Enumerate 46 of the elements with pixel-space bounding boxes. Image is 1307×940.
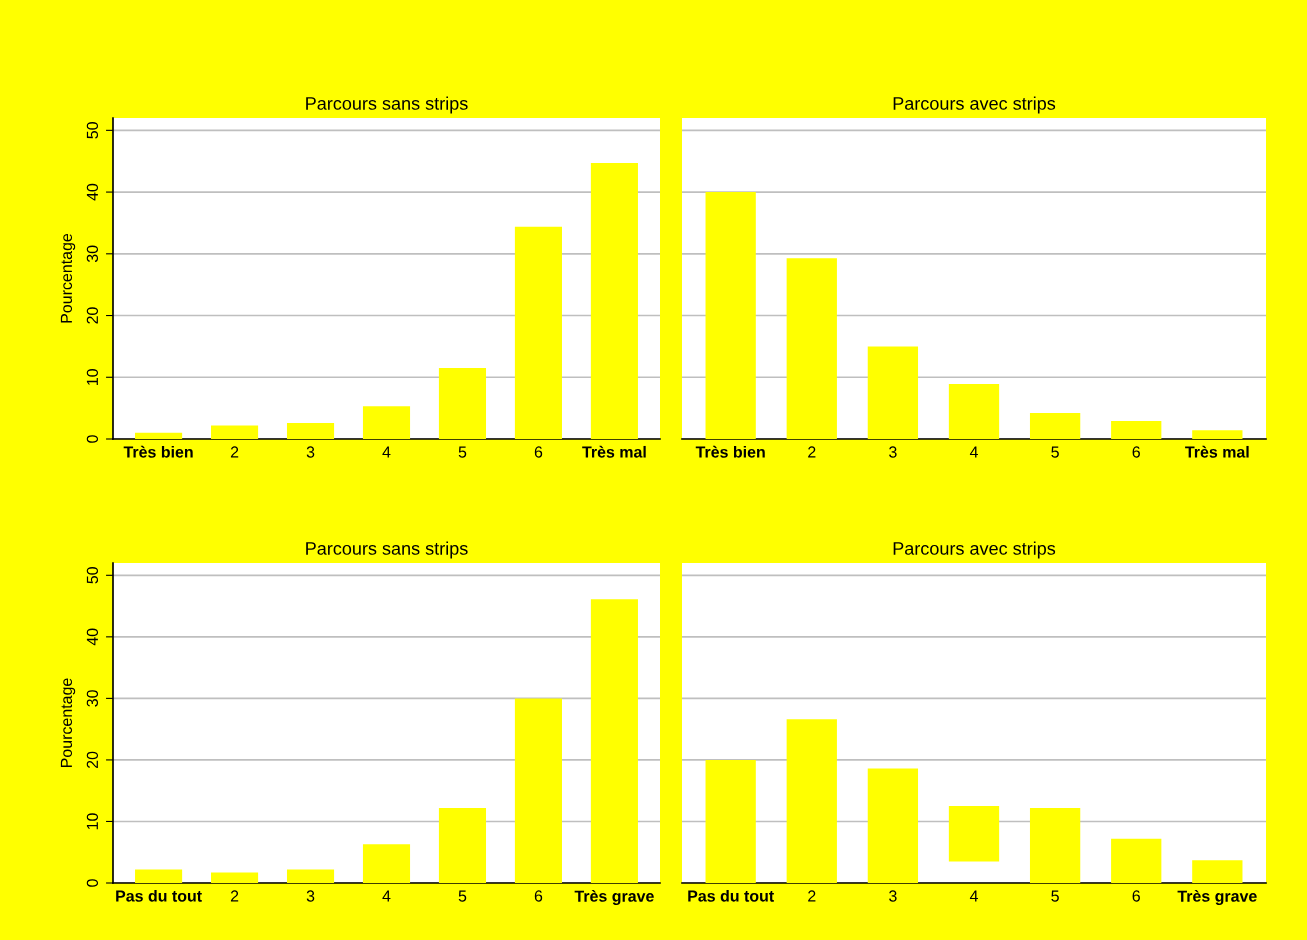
y-tick-label: 0 bbox=[86, 435, 99, 443]
x-tick-label: 3 bbox=[889, 446, 897, 458]
x-tick-label: 4 bbox=[969, 890, 978, 902]
x-tick-label: 2 bbox=[808, 446, 816, 458]
chart-title: Parcours sans strips bbox=[306, 96, 468, 114]
chart-title: Parcours avec strips bbox=[893, 96, 1056, 114]
y-tick-label: 40 bbox=[86, 628, 99, 646]
x-tick-label: Très grave bbox=[574, 889, 654, 906]
x-tick-label: Pas du tout bbox=[116, 889, 202, 902]
y-tick-label: 50 bbox=[86, 567, 99, 584]
x-tick-label: 5 bbox=[1051, 890, 1059, 902]
y-tick-label: 40 bbox=[86, 183, 99, 201]
x-tick-label: 6 bbox=[1132, 446, 1140, 458]
x-tick-label: 5 bbox=[458, 446, 467, 458]
x-tick-label: 6 bbox=[1132, 890, 1140, 902]
x-tick-label: 4 bbox=[382, 890, 391, 902]
x-tick-label: 3 bbox=[306, 890, 315, 902]
x-tick-label: Pas du tout bbox=[688, 889, 774, 902]
x-tick-label: 5 bbox=[458, 890, 467, 902]
y-axis-title: Pourcentage bbox=[60, 678, 76, 767]
y-tick-label: 50 bbox=[86, 122, 99, 139]
x-tick-label: 3 bbox=[306, 446, 315, 458]
x-tick-label: 6 bbox=[534, 890, 543, 902]
chart-title: Parcours avec strips bbox=[893, 541, 1056, 559]
x-tick-label: 2 bbox=[808, 890, 816, 902]
x-tick-label: 5 bbox=[1051, 446, 1059, 458]
y-tick-label: 0 bbox=[86, 879, 99, 887]
y-tick-label: 10 bbox=[86, 369, 99, 385]
x-tick-label: Très bien bbox=[123, 445, 193, 458]
x-tick-label: 3 bbox=[889, 890, 897, 902]
x-tick-label: 2 bbox=[230, 446, 239, 458]
y-axis-title: Pourcentage bbox=[60, 233, 76, 323]
x-tick-label: Très bien bbox=[695, 445, 765, 458]
x-tick-label: 4 bbox=[382, 446, 391, 458]
x-tick-label: 6 bbox=[534, 446, 543, 458]
x-tick-label: 4 bbox=[969, 446, 978, 458]
y-tick-label: 30 bbox=[86, 245, 99, 263]
y-tick-label: 10 bbox=[86, 813, 99, 830]
chart-title: Parcours sans strips bbox=[306, 541, 468, 559]
x-tick-label: 2 bbox=[230, 890, 239, 902]
y-tick-label: 30 bbox=[86, 690, 99, 707]
x-tick-label: Très mal bbox=[582, 445, 646, 458]
y-tick-label: 20 bbox=[86, 307, 99, 324]
x-tick-label: Très mal bbox=[1185, 445, 1249, 458]
y-tick-label: 20 bbox=[86, 751, 99, 768]
x-tick-label: Très grave bbox=[1177, 889, 1257, 906]
